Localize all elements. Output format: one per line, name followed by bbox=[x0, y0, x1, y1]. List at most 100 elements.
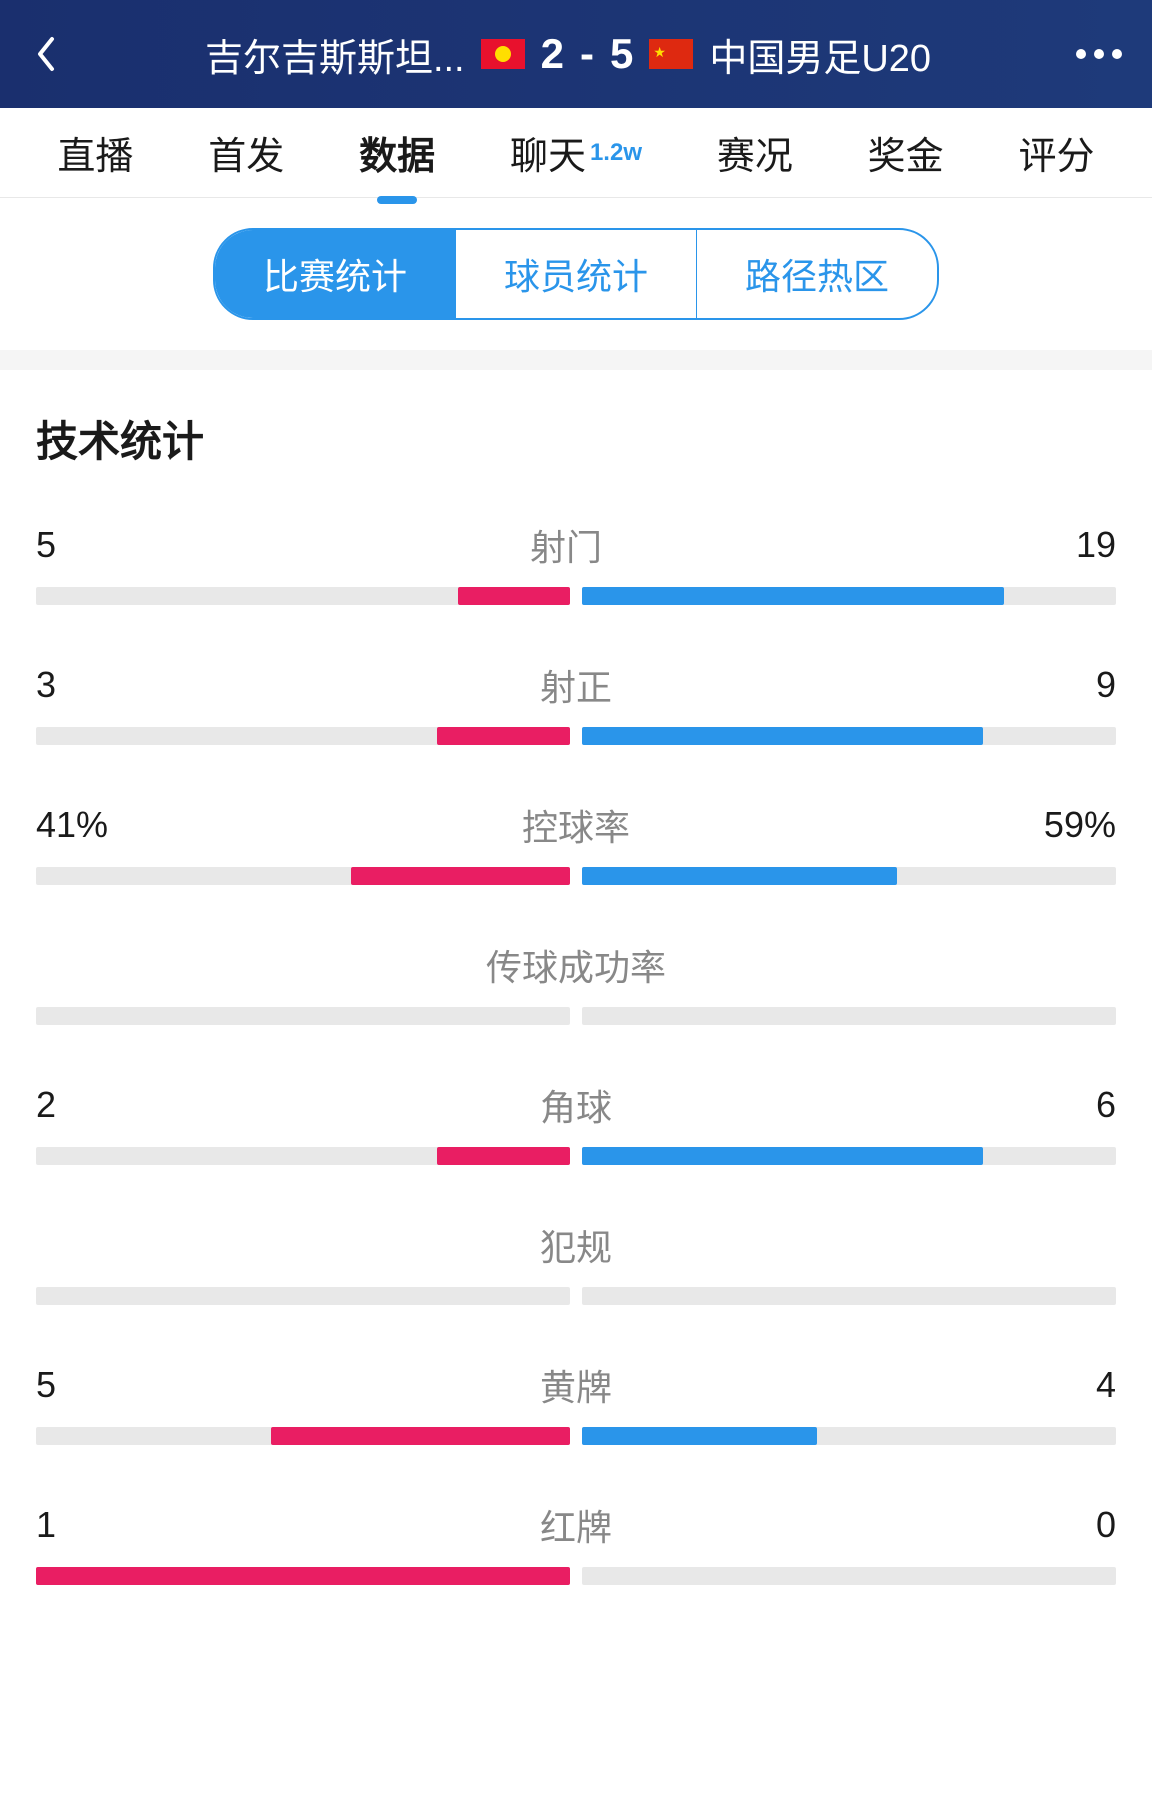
bar-right-fill bbox=[582, 1427, 817, 1445]
stat-value-left: 5 bbox=[36, 524, 56, 566]
stat-bars bbox=[36, 587, 1116, 605]
flag-kyrgyzstan-icon bbox=[481, 39, 525, 69]
more-menu-button[interactable] bbox=[1076, 49, 1122, 59]
stat-name: 犯规 bbox=[540, 1219, 612, 1271]
bar-right-fill bbox=[582, 1147, 983, 1165]
sub-tabs: 比赛统计球员统计路径热区 bbox=[213, 228, 939, 320]
score-separator: - bbox=[580, 30, 594, 78]
flag-china-icon bbox=[649, 39, 693, 69]
header-bar: 吉尔吉斯斯坦... 2 - 5 中国男足U20 bbox=[0, 0, 1152, 108]
sub-tabs-container: 比赛统计球员统计路径热区 bbox=[0, 198, 1152, 350]
bar-right-track bbox=[582, 1567, 1116, 1585]
tab-badge: 1.2w bbox=[590, 139, 642, 167]
stat-bars bbox=[36, 1567, 1116, 1585]
stat-row: 41% 控球率 59% bbox=[36, 799, 1116, 885]
main-tab[interactable]: 赛况 bbox=[717, 125, 793, 180]
stat-row: 3 射正 9 bbox=[36, 659, 1116, 745]
stats-section: 技术统计 5 射门 19 3 射正 9 41% 控球率 59% 传球成功率 2 角球 6 犯规 5黄牌4 1 红… bbox=[0, 370, 1152, 1677]
main-tab[interactable]: 首发 bbox=[208, 125, 284, 180]
stat-value-left: 2 bbox=[36, 1084, 56, 1126]
bar-right-track bbox=[582, 1287, 1116, 1305]
stat-labels: 1 红牌 0 bbox=[36, 1499, 1116, 1551]
stat-name: 传球成功率 bbox=[486, 939, 666, 991]
bar-right-track bbox=[582, 587, 1116, 605]
score-right: 5 bbox=[610, 30, 633, 78]
stat-labels: 5 射门 19 bbox=[36, 519, 1116, 571]
stat-name: 红牌 bbox=[540, 1499, 612, 1551]
main-tab-label: 直播 bbox=[57, 125, 133, 180]
stat-labels: 2 角球 6 bbox=[36, 1079, 1116, 1131]
bar-right-fill bbox=[582, 727, 983, 745]
team-left-name: 吉尔吉斯斯坦... bbox=[205, 27, 465, 82]
score-left: 2 bbox=[541, 30, 564, 78]
bar-left-fill bbox=[437, 727, 571, 745]
bar-right-track bbox=[582, 1427, 1116, 1445]
bar-left-fill bbox=[36, 1567, 570, 1585]
stat-name: 射正 bbox=[540, 659, 612, 711]
stat-bars bbox=[36, 1427, 1116, 1445]
bar-right-fill bbox=[582, 587, 1004, 605]
main-tab-label: 奖金 bbox=[868, 125, 944, 180]
stat-row: 5黄牌4 bbox=[36, 1359, 1116, 1445]
bar-right-track bbox=[582, 1147, 1116, 1165]
bar-right-track bbox=[582, 867, 1116, 885]
stat-row: 5 射门 19 bbox=[36, 519, 1116, 605]
back-button[interactable] bbox=[30, 29, 60, 79]
stat-value-left: 5 bbox=[36, 1364, 56, 1406]
bar-left-track bbox=[36, 1007, 570, 1025]
stat-labels: 传球成功率 bbox=[36, 939, 1116, 991]
stat-value-right: 0 bbox=[1096, 1504, 1116, 1546]
stat-value-right: 59% bbox=[1044, 804, 1116, 846]
stat-value-left: 1 bbox=[36, 1504, 56, 1546]
bar-left-fill bbox=[351, 867, 570, 885]
stat-bars bbox=[36, 1147, 1116, 1165]
stat-value-left: 3 bbox=[36, 664, 56, 706]
stat-row: 2 角球 6 bbox=[36, 1079, 1116, 1165]
sub-tab[interactable]: 球员统计 bbox=[456, 230, 697, 318]
main-tab-label: 首发 bbox=[208, 125, 284, 180]
bar-left-track bbox=[36, 727, 570, 745]
stat-row: 1 红牌 0 bbox=[36, 1499, 1116, 1585]
bar-left-track bbox=[36, 1427, 570, 1445]
bar-right-fill bbox=[582, 867, 897, 885]
stat-name: 控球率 bbox=[522, 799, 630, 851]
stat-bars bbox=[36, 727, 1116, 745]
main-tab[interactable]: 直播 bbox=[57, 125, 133, 180]
bar-left-track bbox=[36, 1287, 570, 1305]
stat-labels: 3 射正 9 bbox=[36, 659, 1116, 711]
chevron-left-icon bbox=[34, 35, 56, 73]
stat-labels: 41% 控球率 59% bbox=[36, 799, 1116, 851]
bar-right-track bbox=[582, 727, 1116, 745]
bar-right-track bbox=[582, 1007, 1116, 1025]
stat-value-right: 19 bbox=[1076, 524, 1116, 566]
bar-left-fill bbox=[458, 587, 570, 605]
stat-name: 射门 bbox=[530, 519, 602, 571]
stat-bars bbox=[36, 1007, 1116, 1025]
bar-left-track bbox=[36, 1567, 570, 1585]
stat-row: 传球成功率 bbox=[36, 939, 1116, 1025]
main-tab[interactable]: 奖金 bbox=[868, 125, 944, 180]
stat-labels: 5黄牌4 bbox=[36, 1359, 1116, 1411]
main-tab[interactable]: 评分 bbox=[1019, 125, 1095, 180]
bar-left-track bbox=[36, 587, 570, 605]
team-right-name: 中国男足U20 bbox=[709, 27, 931, 82]
bar-left-track bbox=[36, 867, 570, 885]
stat-row: 犯规 bbox=[36, 1219, 1116, 1305]
stat-labels: 犯规 bbox=[36, 1219, 1116, 1271]
bar-left-fill bbox=[437, 1147, 571, 1165]
stat-value-right: 9 bbox=[1096, 664, 1116, 706]
main-tab[interactable]: 聊天1.2w bbox=[510, 125, 642, 180]
sub-tab[interactable]: 路径热区 bbox=[697, 230, 937, 318]
sub-tab[interactable]: 比赛统计 bbox=[215, 230, 456, 318]
main-tab-label: 数据 bbox=[359, 125, 435, 180]
stat-name: 角球 bbox=[540, 1079, 612, 1131]
stats-title: 技术统计 bbox=[36, 408, 1116, 469]
bar-left-track bbox=[36, 1147, 570, 1165]
match-title: 吉尔吉斯斯坦... 2 - 5 中国男足U20 bbox=[60, 27, 1076, 82]
bar-left-fill bbox=[271, 1427, 570, 1445]
stat-value-left: 41% bbox=[36, 804, 108, 846]
stat-value-right: 6 bbox=[1096, 1084, 1116, 1126]
main-tab-label: 赛况 bbox=[717, 125, 793, 180]
main-tab-label: 评分 bbox=[1019, 125, 1095, 180]
main-tab[interactable]: 数据 bbox=[359, 125, 435, 180]
